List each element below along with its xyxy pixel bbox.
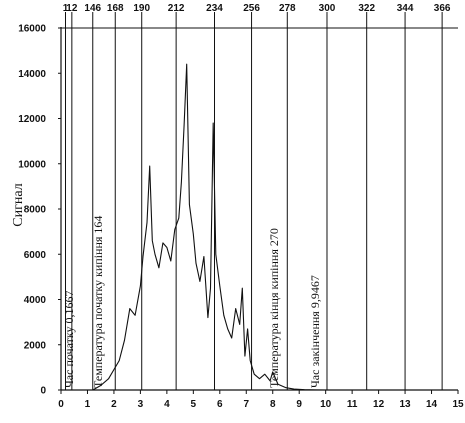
x-axis-ticks: 0 1 2 3 4 5 6 7 8 9 10 11 12 13 14 15 (58, 390, 464, 410)
temperature-label: 1 (63, 3, 69, 14)
x-tick-label: 9 (296, 399, 302, 410)
x-tick-label: 12 (373, 399, 385, 410)
y-tick-label: 14000 (18, 69, 46, 80)
temperature-label: 212 (168, 3, 185, 14)
series-layer (61, 63, 458, 391)
x-tick-label: 6 (217, 399, 223, 410)
x-tick-label: 4 (164, 399, 170, 410)
x-tick-label: 5 (191, 399, 197, 410)
temperature-label: 322 (358, 3, 375, 14)
annotation-label: Температура початку кипіння 164 (91, 216, 105, 388)
x-tick-label: 11 (347, 399, 358, 410)
plot-frame (60, 27, 458, 391)
x-tick-label: 15 (452, 399, 464, 410)
y-tick-label: 8000 (24, 205, 47, 216)
x-tick-label: 7 (243, 399, 249, 410)
annotations-layer: Час початку 0,1667 Температура початку ки… (62, 216, 322, 388)
temperature-label: 256 (243, 3, 260, 14)
x-tick-label: 1 (85, 399, 91, 410)
temperature-label: 168 (107, 3, 124, 14)
temperature-scale-labels: 112 146 168 190 212 234 256 278 300 322 344 366 (63, 3, 451, 14)
temperature-label: 344 (397, 3, 414, 14)
x-tick-label: 14 (426, 399, 438, 410)
y-axis-title: Сигнал (11, 183, 26, 226)
temperature-label: 234 (206, 3, 223, 14)
temperature-label: 366 (434, 3, 451, 14)
x-tick-label: 8 (270, 399, 276, 410)
y-tick-label: 2000 (24, 340, 47, 351)
temperature-label: 190 (133, 3, 150, 14)
series-line (61, 63, 458, 391)
x-tick-label: 3 (138, 399, 144, 410)
annotation-label: Час закінчення 9,9467 (308, 275, 322, 388)
y-tick-label: 0 (40, 386, 46, 397)
y-tick-label: 4000 (24, 295, 47, 306)
x-tick-label: 0 (58, 399, 64, 410)
x-tick-label: 13 (400, 399, 412, 410)
x-tick-label: 2 (111, 399, 117, 410)
x-tick-label: 10 (320, 399, 332, 410)
temperature-label: 146 (84, 3, 101, 14)
temperature-label: 300 (319, 3, 336, 14)
y-tick-label: 10000 (18, 159, 46, 170)
temperature-marker-lines (64, 12, 443, 390)
y-tick-label: 12000 (18, 114, 46, 125)
y-tick-label: 16000 (18, 24, 46, 35)
y-tick-label: 6000 (24, 250, 47, 261)
annotation-label: Температура кінця кипіння 270 (267, 228, 281, 388)
temperature-label: 278 (279, 3, 296, 14)
y-axis-ticks: 0 2000 4000 6000 8000 10000 12000 14000 16000 (18, 24, 61, 397)
annotation-label: Час початку 0,1667 (62, 290, 76, 388)
temperature-label: 12 (66, 3, 78, 14)
